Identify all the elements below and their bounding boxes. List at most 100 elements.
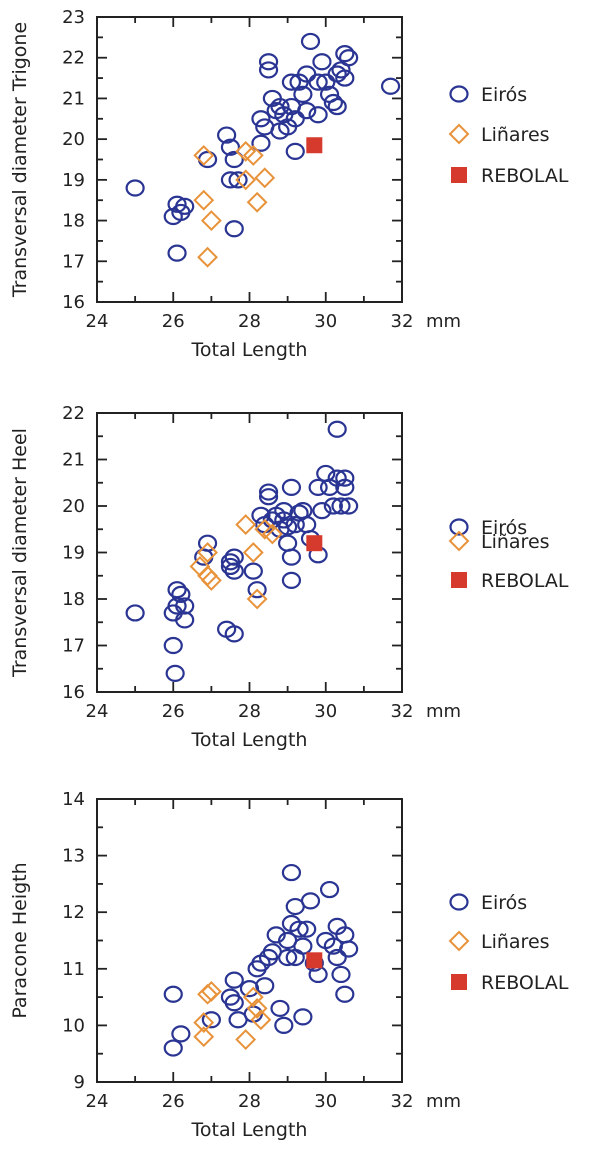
data-point-eiros — [281, 478, 302, 496]
data-point-eiros — [339, 940, 359, 958]
data-point-eiros — [197, 534, 218, 552]
data-point-eiros — [278, 948, 298, 967]
x-tick-label: 30 — [314, 311, 337, 332]
x-tick-label: 24 — [86, 311, 109, 332]
data-point-eiros — [163, 985, 183, 1003]
data-point-linares — [250, 1009, 272, 1031]
chart-panel-2: 24 26 28 30 32 mm 16 17 18 19 20 21 22 Total Length Tr… — [9, 403, 569, 751]
x-tick-label: 24 — [86, 1091, 109, 1112]
y-tick-label: 10 — [62, 1015, 85, 1036]
data-point-eiros — [255, 977, 275, 995]
data-point-eiros — [297, 102, 317, 120]
data-point-eiros — [224, 562, 244, 580]
series-eiros — [125, 420, 359, 683]
x-unit-label: mm — [426, 311, 461, 332]
data-point-eiros — [300, 892, 321, 910]
y-tick-label: 14 — [62, 789, 85, 810]
data-point-eiros — [308, 106, 328, 124]
legend-marker-eiros — [449, 85, 469, 103]
x-axis-title: Total Length — [191, 1119, 308, 1141]
data-point-eiros — [312, 502, 332, 520]
data-point-rebolal — [306, 535, 323, 552]
legend-label-linares: Liñares — [481, 931, 550, 953]
data-point-eiros — [327, 420, 347, 438]
data-point-eiros — [281, 571, 302, 590]
data-point-eiros — [331, 965, 351, 984]
data-point-eiros — [297, 920, 317, 938]
data-point-linares — [246, 191, 268, 213]
data-point-eiros — [274, 1016, 294, 1035]
data-point-linares — [193, 1026, 215, 1048]
legend-marker-rebolal — [451, 167, 467, 183]
y-tick-label: 18 — [62, 589, 85, 610]
x-tick-label: 26 — [162, 1091, 185, 1112]
data-point-eiros — [323, 93, 343, 112]
data-point-eiros — [300, 32, 321, 51]
legend-label-rebolal: REBOLAL — [481, 570, 569, 592]
data-point-eiros — [380, 77, 401, 95]
data-point-eiros — [247, 581, 267, 599]
x-axis-title: Total Length — [191, 729, 308, 751]
data-point-linares — [197, 983, 218, 1005]
data-point-eiros — [220, 138, 241, 156]
series-rebolal — [306, 535, 323, 552]
y-tick-label: 13 — [62, 846, 85, 867]
data-point-eiros — [201, 1011, 221, 1029]
x-unit-label: mm — [426, 1091, 461, 1112]
y-tick-label: 22 — [62, 48, 85, 69]
data-point-eiros — [167, 597, 187, 615]
chart-panel-1: 24 26 28 30 32 mm 16 17 18 19 20 21 22 23 Total Length… — [9, 7, 569, 361]
data-point-linares — [261, 523, 283, 545]
data-point-eiros — [175, 197, 195, 215]
y-tick-label: 17 — [62, 636, 85, 657]
data-point-eiros — [228, 171, 248, 189]
data-point-eiros — [335, 478, 355, 496]
data-point-rebolal — [306, 137, 323, 154]
data-point-eiros — [217, 126, 237, 144]
series-eiros — [163, 863, 359, 1057]
data-point-linares — [197, 246, 218, 268]
data-point-eiros — [293, 937, 313, 955]
data-point-eiros — [224, 994, 244, 1012]
data-point-eiros — [293, 85, 313, 103]
data-point-eiros — [323, 497, 343, 515]
data-point-eiros — [224, 971, 244, 989]
data-point-eiros — [278, 534, 298, 552]
data-point-eiros — [251, 134, 271, 152]
data-point-linares — [242, 145, 264, 166]
y-axis-title: Transversal diameter Heel — [9, 428, 31, 678]
data-point-linares — [200, 569, 222, 591]
x-tick-label: 24 — [86, 701, 109, 722]
x-tick-label: 32 — [391, 701, 414, 722]
legend-marker-linares — [448, 530, 470, 552]
data-point-eiros — [258, 483, 279, 501]
data-point-eiros — [335, 69, 355, 87]
data-point-eiros — [308, 478, 328, 496]
series-rebolal — [306, 952, 323, 969]
x-unit-label: mm — [426, 701, 461, 722]
data-point-linares — [242, 986, 264, 1008]
y-tick-label: 11 — [62, 959, 85, 980]
data-point-eiros — [297, 515, 317, 534]
data-point-linares — [197, 565, 218, 587]
data-point-eiros — [167, 195, 187, 213]
y-tick-label: 20 — [62, 496, 85, 517]
y-tick-label: 16 — [62, 292, 85, 313]
data-point-eiros — [163, 636, 183, 655]
y-tick-label: 23 — [62, 7, 85, 28]
legend-marker-eiros — [449, 518, 469, 536]
data-point-eiros — [163, 1039, 183, 1057]
x-tick-label: 30 — [314, 701, 337, 722]
y-tick-label: 20 — [62, 129, 85, 150]
data-point-eiros — [167, 581, 187, 599]
series-linares — [193, 981, 272, 1050]
data-point-linares — [235, 169, 257, 191]
data-point-eiros — [258, 53, 279, 71]
data-point-eiros — [167, 244, 187, 262]
data-point-eiros — [224, 548, 244, 566]
data-point-rebolal — [306, 952, 323, 969]
x-tick-label: 26 — [162, 311, 185, 332]
